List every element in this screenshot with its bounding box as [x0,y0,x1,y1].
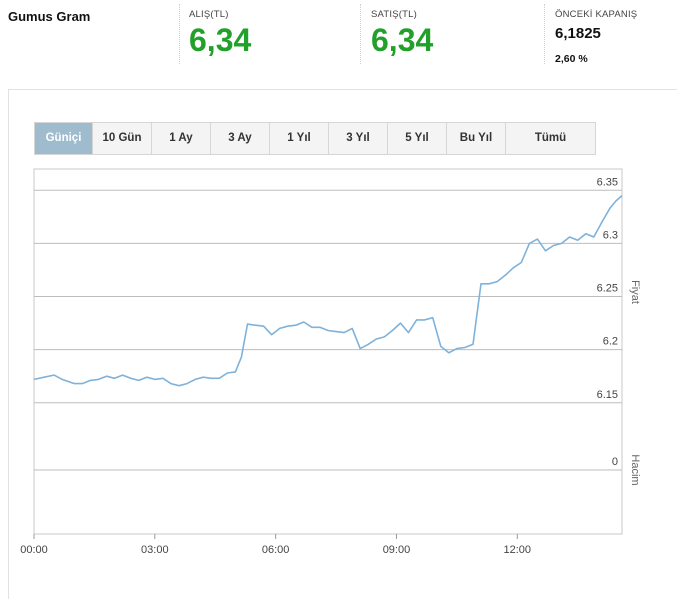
bid-value: 6,34 [189,22,252,58]
prev-close-label: ÖNCEKİ KAPANIŞ [555,9,638,20]
volume-axis-title: Hacim [629,454,641,485]
prev-close-value: 6,1825 [555,25,601,42]
ask-value: 6,34 [371,22,434,58]
divider [544,4,545,64]
x-tick-label: 06:00 [262,544,290,556]
tab-1-month[interactable]: 1 Ay [152,123,211,154]
divider [360,4,361,64]
y-tick-label: 6.3 [603,229,618,241]
y-tick-label: 6.25 [597,283,618,295]
x-tick-label: 12:00 [504,544,532,556]
volume-tick-label: 0 [612,456,618,468]
symbol-title: Gumus Gram [8,9,91,24]
bid-label: ALIŞ(TL) [189,9,229,20]
tab-all[interactable]: Tümü [534,132,567,144]
period-tabs: Güniçi 10 Gün 1 Ay 3 Ay 1 Yıl 3 Yıl 5 Yı… [34,122,596,155]
y-tick-label: 6.2 [603,336,618,348]
tab-5-years[interactable]: 5 Yıl [388,123,447,154]
x-tick-label: 00:00 [20,544,48,556]
tab-1-year[interactable]: 1 Yıl [270,123,329,154]
price-axis-title: Fiyat [629,280,641,304]
x-tick-label: 09:00 [383,544,411,556]
tab-this-year[interactable]: Bu Yıl [447,123,506,154]
change-percent: 2,60 % [555,53,588,65]
tab-intraday[interactable]: Güniçi [35,123,93,154]
quote-header: Gumus Gram ALIŞ(TL) 6,34 SATIŞ(TL) 6,34 … [0,0,677,72]
tab-3-years[interactable]: 3 Yıl [329,123,388,154]
y-tick-label: 6.15 [597,389,618,401]
tab-3-months[interactable]: 3 Ay [211,123,270,154]
y-tick-label: 6.35 [597,176,618,188]
divider [179,4,180,64]
x-tick-label: 03:00 [141,544,169,556]
chart-panel [8,89,677,599]
price-series-line [33,195,623,387]
ask-label: SATIŞ(TL) [371,9,417,20]
plot-border [33,168,623,535]
tab-10-days[interactable]: 10 Gün [93,123,152,154]
